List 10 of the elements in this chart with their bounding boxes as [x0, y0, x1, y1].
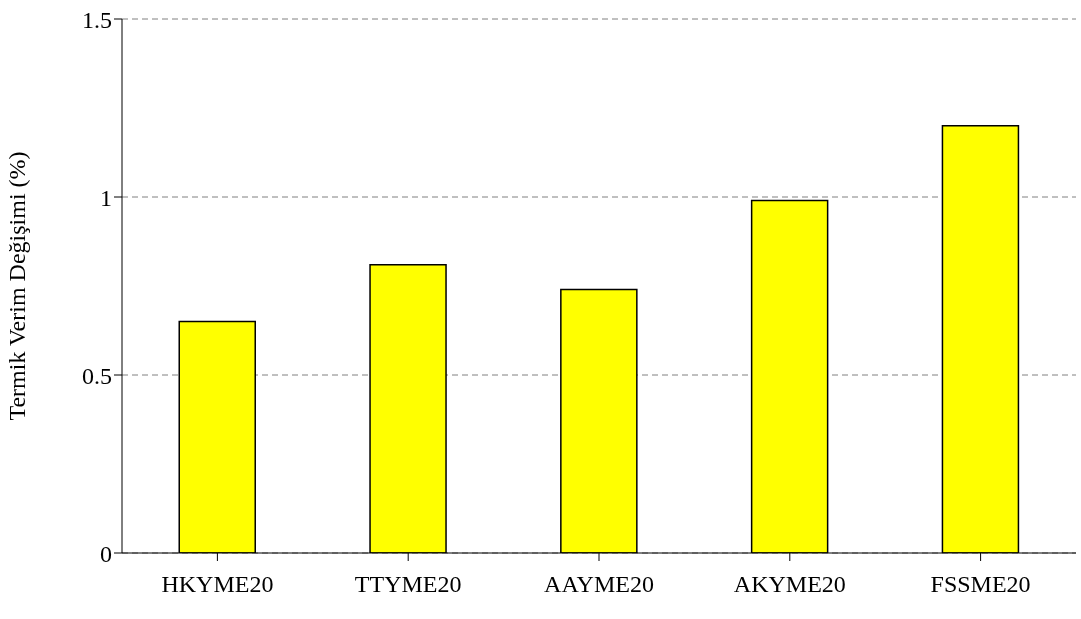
y-tick-label: 0 [100, 540, 112, 567]
x-tick-label: AAYME20 [544, 571, 654, 598]
y-tick-label: 0.5 [82, 362, 112, 389]
x-tick-label: TTYME20 [354, 571, 462, 598]
x-tick-label: HKYME20 [161, 571, 274, 598]
y-axis-title: Termik Verim Değişimi (%) [3, 151, 30, 421]
y-tick-label: 1 [100, 184, 112, 211]
x-tick-label: FSSME20 [930, 571, 1031, 598]
y-tick-label: 1.5 [82, 6, 112, 33]
x-tick-label: AKYME20 [733, 571, 846, 598]
